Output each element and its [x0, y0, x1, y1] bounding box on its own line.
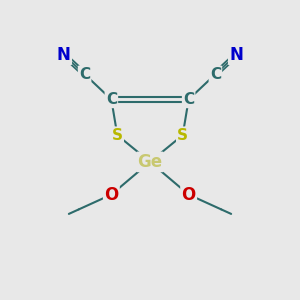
Text: C: C: [106, 92, 117, 107]
Text: C: C: [183, 92, 194, 107]
Text: O: O: [104, 186, 118, 204]
Text: Ge: Ge: [137, 153, 163, 171]
Text: S: S: [112, 128, 123, 142]
Text: O: O: [182, 186, 196, 204]
Text: C: C: [79, 67, 90, 82]
Text: N: N: [57, 46, 71, 64]
Text: C: C: [210, 67, 221, 82]
Text: N: N: [229, 46, 243, 64]
Text: S: S: [177, 128, 188, 142]
